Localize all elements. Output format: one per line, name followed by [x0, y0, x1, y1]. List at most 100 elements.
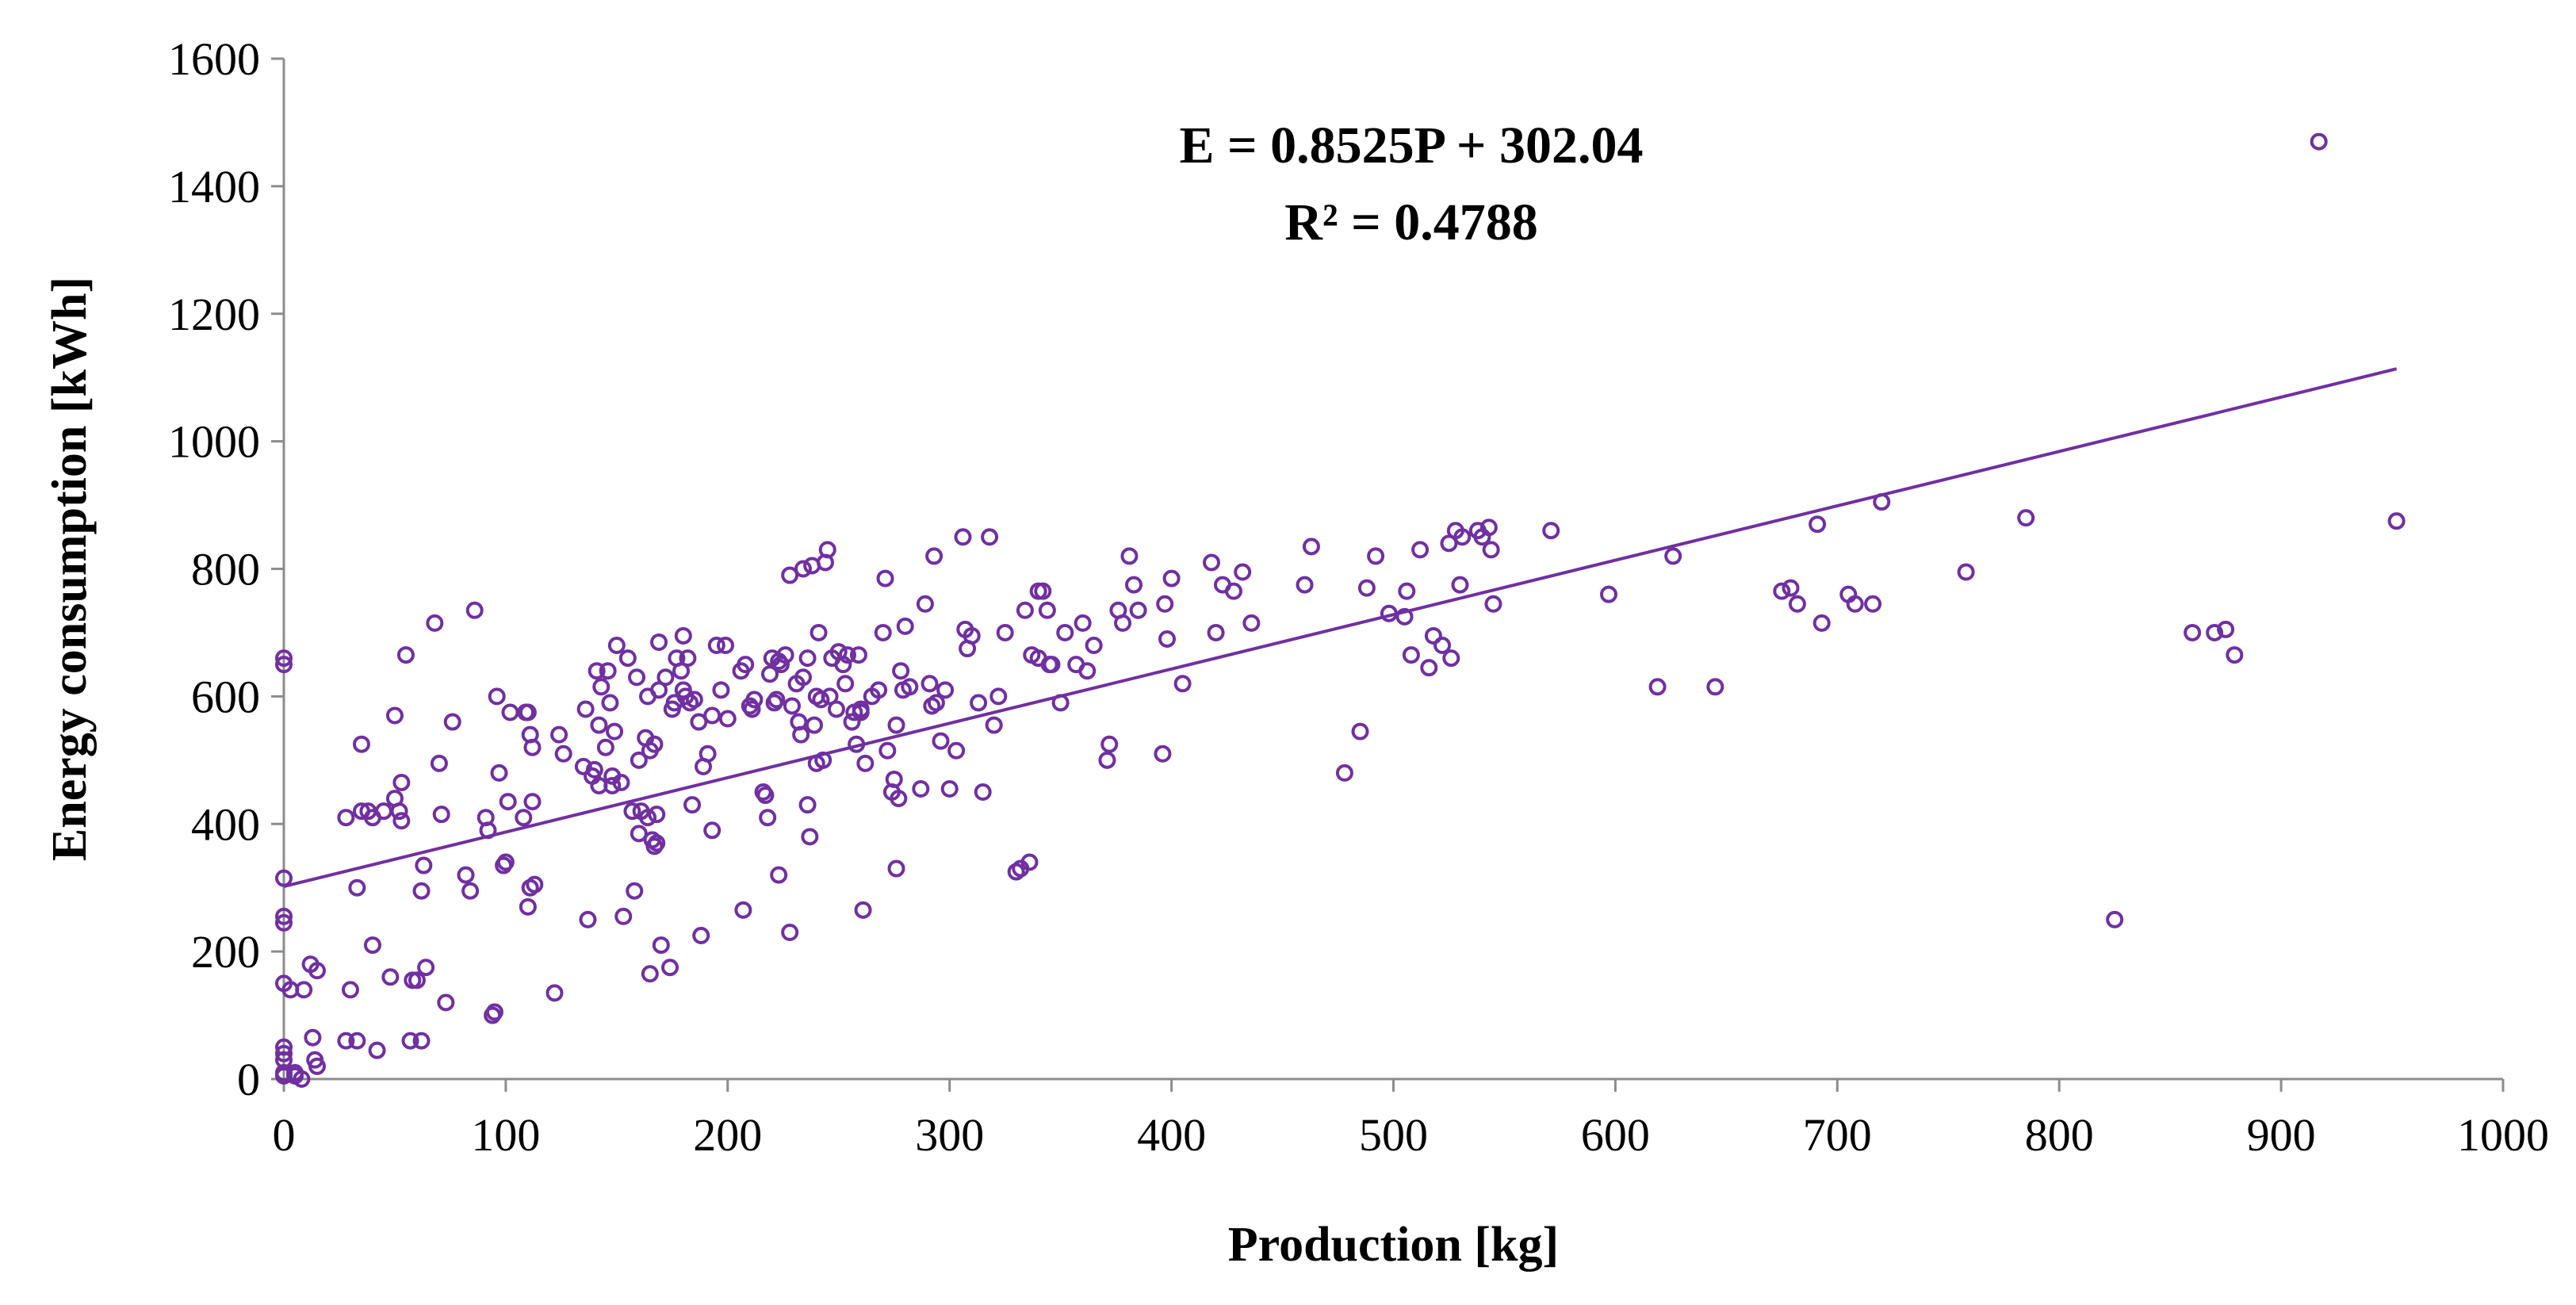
data-point: [1664, 547, 1682, 565]
x-tick-label: 300: [915, 1109, 984, 1161]
data-point: [1424, 626, 1442, 645]
data-point: [576, 700, 595, 718]
trendline: [283, 367, 2398, 888]
data-point: [2017, 509, 2035, 527]
data-point: [592, 678, 611, 696]
data-point: [783, 697, 801, 715]
data-point: [874, 623, 892, 641]
data-point: [381, 968, 400, 986]
y-tick-label: 800: [191, 544, 260, 595]
data-point: [916, 595, 934, 613]
data-point: [412, 1031, 431, 1050]
data-point: [579, 910, 597, 928]
data-point: [852, 700, 870, 718]
data-point: [606, 722, 624, 741]
x-tick-label: 600: [1581, 1109, 1650, 1161]
data-point: [341, 981, 359, 999]
data-point: [545, 984, 564, 1002]
data-point: [1129, 601, 1147, 619]
data-point: [275, 656, 293, 674]
y-tick-label: 600: [191, 671, 260, 722]
data-point: [304, 1028, 322, 1047]
data-point: [2226, 646, 2244, 664]
data-point: [648, 806, 666, 824]
data-point: [1242, 614, 1261, 632]
data-point: [417, 959, 435, 977]
x-tick-label: 0: [273, 1109, 296, 1161]
data-point: [759, 809, 777, 827]
y-tick-label: 1600: [168, 33, 260, 85]
data-point: [690, 713, 708, 731]
x-tick-label: 100: [471, 1109, 540, 1161]
data-point: [275, 1044, 293, 1062]
data-point: [385, 706, 404, 725]
data-point: [656, 668, 675, 687]
x-tick-label: 1000: [2457, 1109, 2549, 1161]
data-point: [1162, 569, 1181, 587]
y-tick-label: 1400: [168, 161, 260, 212]
data-point: [401, 1031, 419, 1050]
data-point: [293, 1070, 311, 1088]
data-point: [878, 741, 897, 760]
data-point: [465, 601, 484, 619]
data-point: [2387, 512, 2406, 530]
data-point: [1367, 547, 1385, 565]
data-point: [599, 662, 617, 680]
data-point: [887, 716, 905, 734]
data-point: [812, 691, 830, 709]
data-point: [936, 681, 955, 699]
data-point: [854, 901, 872, 919]
data-point: [308, 962, 326, 980]
data-point: [432, 806, 450, 824]
data-point: [1482, 541, 1500, 559]
data-point: [295, 981, 313, 999]
data-point: [843, 713, 861, 731]
data-point: [501, 703, 519, 721]
data-point: [1453, 528, 1472, 546]
data-point: [818, 541, 836, 559]
data-point: [1864, 595, 1882, 613]
data-point: [1479, 519, 1498, 537]
data-point: [275, 649, 293, 668]
data-point: [925, 547, 944, 565]
y-tick-label: 0: [237, 1054, 260, 1105]
data-point: [954, 528, 972, 546]
data-point: [940, 780, 959, 798]
data-point: [374, 802, 392, 821]
data-point: [652, 936, 670, 955]
data-point: [770, 866, 788, 884]
data-point: [648, 834, 666, 852]
data-point: [1234, 563, 1252, 581]
data-point: [392, 773, 411, 791]
y-tick-label: 1200: [168, 289, 260, 340]
data-point: [974, 783, 992, 802]
data-point: [970, 694, 988, 712]
data-point: [1120, 547, 1139, 565]
data-point: [1442, 649, 1460, 668]
data-point: [1034, 582, 1052, 600]
data-point: [1173, 675, 1192, 693]
data-point: [1156, 595, 1174, 613]
data-point: [1335, 763, 1353, 782]
trendline-equation: E = 0.8525P + 302.04: [1180, 117, 1644, 174]
data-point: [485, 1003, 503, 1021]
x-tick-label: 800: [2025, 1109, 2094, 1161]
data-point: [412, 882, 431, 900]
data-point: [1433, 637, 1452, 655]
y-tick-label: 1000: [168, 416, 260, 468]
data-point: [1207, 623, 1225, 641]
data-point: [685, 691, 703, 709]
data-point: [275, 907, 293, 925]
data-point: [805, 716, 823, 734]
y-tick-label: 200: [191, 926, 260, 978]
data-point: [885, 770, 903, 788]
data-point: [849, 646, 867, 664]
data-point: [337, 1031, 355, 1050]
data-point: [2106, 910, 2124, 928]
data-point: [707, 637, 725, 655]
data-point: [2310, 132, 2328, 151]
data-point: [630, 825, 648, 843]
data-point: [1016, 601, 1034, 619]
data-point: [921, 675, 939, 693]
data-point: [834, 656, 852, 674]
